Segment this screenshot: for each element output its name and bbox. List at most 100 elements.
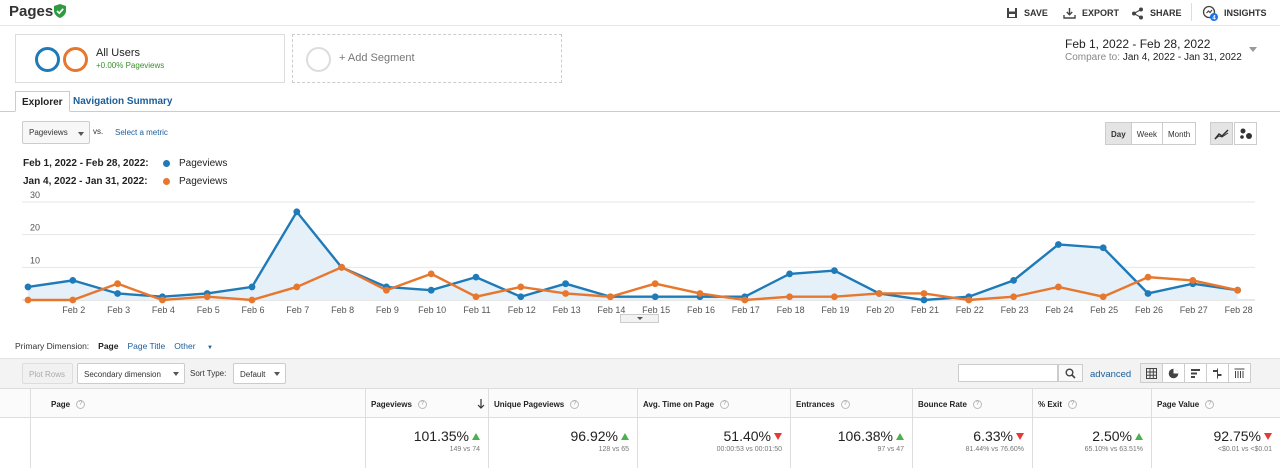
help-icon[interactable]: ? bbox=[417, 400, 427, 409]
table-search-button[interactable] bbox=[1058, 364, 1083, 382]
data-table-view-button[interactable] bbox=[1140, 363, 1163, 383]
export-icon bbox=[1063, 8, 1076, 19]
chart-collapse-handle[interactable] bbox=[620, 314, 659, 323]
metric-select[interactable]: Pageviews bbox=[22, 121, 90, 144]
primary-dimension-other-label: Other bbox=[174, 341, 196, 351]
toolbar-divider bbox=[1191, 3, 1192, 21]
totals-comparison-values: 65.10% vs 63.51% bbox=[1084, 446, 1143, 453]
pie-chart-icon bbox=[1168, 368, 1179, 378]
add-segment-button[interactable]: + Add Segment bbox=[292, 34, 562, 83]
totals-comparison-values: 149 vs 74 bbox=[449, 446, 480, 453]
granularity-day-button[interactable]: Day bbox=[1105, 122, 1132, 145]
x-tick-label: Feb 28 bbox=[1225, 305, 1253, 314]
help-icon[interactable]: ? bbox=[972, 400, 982, 409]
legend-current-dot-icon bbox=[163, 160, 170, 167]
save-button[interactable]: SAVE bbox=[1006, 5, 1048, 21]
column-header-exit[interactable]: % Exit? bbox=[1032, 389, 1151, 417]
date-range-dropdown-icon[interactable] bbox=[1249, 47, 1257, 52]
data-point bbox=[920, 290, 928, 297]
totals-change-value: 96.92% bbox=[570, 428, 618, 444]
insights-button[interactable]: 4 INSIGHTS bbox=[1202, 5, 1267, 21]
compare-range-value: Jan 4, 2022 - Jan 31, 2022 bbox=[1122, 52, 1242, 63]
comparison-view-button[interactable] bbox=[1206, 363, 1229, 383]
help-icon[interactable]: ? bbox=[840, 400, 850, 409]
column-header-label: Avg. Time on Page bbox=[643, 400, 715, 409]
primary-dimension-page: Page bbox=[98, 341, 119, 351]
legend-compare-dot-icon bbox=[163, 178, 170, 185]
granularity-week-button[interactable]: Week bbox=[1130, 122, 1163, 145]
export-button[interactable]: EXPORT bbox=[1063, 5, 1119, 21]
help-icon[interactable]: ? bbox=[1068, 400, 1078, 409]
compare-range[interactable]: Compare to: Jan 4, 2022 - Jan 31, 2022 bbox=[1065, 52, 1242, 63]
data-point bbox=[1010, 293, 1017, 301]
date-range[interactable]: Feb 1, 2022 - Feb 28, 2022 bbox=[1065, 37, 1211, 51]
data-point bbox=[338, 263, 345, 271]
y-tick-label: 30 bbox=[30, 190, 40, 200]
page-title: Pages bbox=[9, 3, 54, 20]
column-header-page[interactable]: Page? bbox=[30, 389, 365, 417]
sort-type-select[interactable]: Default bbox=[233, 363, 286, 384]
tab-navigation-summary[interactable]: Navigation Summary bbox=[73, 96, 173, 107]
secondary-dimension-select[interactable]: Secondary dimension bbox=[77, 363, 185, 384]
granularity-toggle: Day Week Month bbox=[1105, 122, 1197, 145]
data-point bbox=[696, 290, 704, 297]
motion-chart-toggle[interactable] bbox=[1234, 122, 1257, 145]
data-point bbox=[1144, 290, 1152, 297]
bar-list-icon bbox=[1191, 368, 1200, 378]
column-header-label: Unique Pageviews bbox=[494, 400, 565, 409]
data-point bbox=[741, 296, 749, 304]
totals-change-percent: 6.33% bbox=[973, 428, 1024, 444]
granularity-month-button[interactable]: Month bbox=[1162, 122, 1197, 145]
plot-rows-button[interactable]: Plot Rows bbox=[22, 363, 73, 384]
column-header-label: % Exit bbox=[1038, 400, 1063, 409]
arrow-up-icon bbox=[1135, 432, 1143, 440]
data-point bbox=[114, 290, 121, 297]
data-point bbox=[965, 296, 973, 304]
segment-all-users[interactable]: All Users +0.00% Pageviews bbox=[15, 34, 285, 83]
x-tick-label: Feb 27 bbox=[1180, 305, 1208, 314]
pivot-table-icon bbox=[1234, 368, 1245, 378]
compare-prefix: Compare to: bbox=[1065, 52, 1121, 63]
x-tick-label: Feb 3 bbox=[107, 305, 130, 314]
pivot-view-button[interactable] bbox=[1228, 363, 1251, 383]
data-point bbox=[831, 267, 838, 274]
column-header-unique-pageviews[interactable]: Unique Pageviews? bbox=[488, 389, 637, 417]
column-header-avg-time-on-page[interactable]: Avg. Time on Page? bbox=[637, 389, 790, 417]
help-icon[interactable]: ? bbox=[76, 400, 86, 409]
totals-cell: 51.40% 00:00:53 vs 00:01:50 bbox=[637, 418, 790, 468]
column-header-pageviews[interactable]: Pageviews? bbox=[365, 389, 488, 417]
x-tick-label: Feb 22 bbox=[956, 305, 984, 314]
help-icon[interactable]: ? bbox=[720, 400, 730, 409]
arrow-up-icon bbox=[621, 432, 629, 440]
line-chart-toggle[interactable] bbox=[1210, 122, 1233, 145]
y-tick-label: 10 bbox=[30, 255, 40, 265]
data-point bbox=[651, 280, 659, 288]
totals-comparison-values: 128 vs 65 bbox=[598, 446, 629, 453]
totals-change-percent: 92.75% bbox=[1214, 428, 1272, 444]
totals-change-percent: 96.92% bbox=[571, 428, 629, 444]
select-metric-link[interactable]: Select a metric bbox=[115, 128, 168, 137]
help-icon[interactable]: ? bbox=[1205, 400, 1215, 409]
column-header-bounce-rate[interactable]: Bounce Rate? bbox=[912, 389, 1032, 417]
performance-view-button[interactable] bbox=[1184, 363, 1207, 383]
column-header-entrances[interactable]: Entrances? bbox=[790, 389, 912, 417]
column-header-label: Page Value bbox=[1157, 400, 1200, 409]
x-tick-label: Feb 17 bbox=[732, 305, 760, 314]
pie-view-button[interactable] bbox=[1162, 363, 1185, 383]
column-header-page-value[interactable]: Page Value? bbox=[1151, 389, 1280, 417]
primary-dimension-page-title[interactable]: Page Title bbox=[127, 341, 166, 351]
primary-dimension: Primary Dimension: Page Page Title Other… bbox=[15, 341, 231, 351]
share-label: SHARE bbox=[1150, 8, 1182, 18]
help-icon[interactable]: ? bbox=[570, 400, 580, 409]
tab-explorer[interactable]: Explorer bbox=[15, 91, 70, 112]
data-point bbox=[203, 293, 211, 301]
verified-shield-icon bbox=[54, 4, 66, 18]
share-button[interactable]: SHARE bbox=[1131, 5, 1182, 21]
segment-current-circle-icon bbox=[35, 47, 60, 72]
advanced-filter-link[interactable]: advanced bbox=[1090, 369, 1132, 380]
table-search-input[interactable] bbox=[958, 364, 1058, 382]
column-header-label: Pageviews bbox=[371, 400, 412, 409]
totals-cell: 2.50% 65.10% vs 63.51% bbox=[1032, 418, 1151, 468]
primary-dimension-other[interactable]: Other ▼ bbox=[174, 341, 222, 351]
data-point bbox=[472, 293, 480, 301]
